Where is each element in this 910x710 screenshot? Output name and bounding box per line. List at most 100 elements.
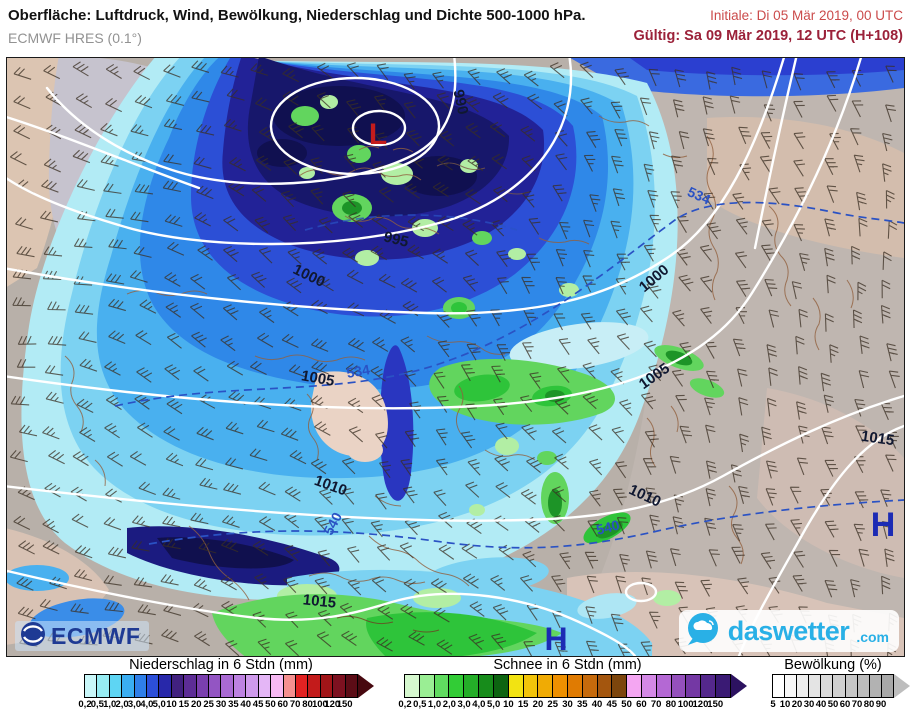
wind-barb bbox=[433, 489, 447, 506]
legend-color-cell bbox=[567, 675, 583, 697]
wind-barb bbox=[346, 62, 360, 79]
wind-barb bbox=[49, 576, 67, 590]
wind-barb bbox=[400, 277, 418, 293]
wind-barb bbox=[41, 179, 59, 193]
wind-barb bbox=[799, 252, 810, 271]
legend-value: 30 bbox=[562, 699, 573, 710]
wind-barb bbox=[436, 395, 449, 413]
wind-barb bbox=[553, 313, 566, 331]
wind-barb bbox=[108, 238, 127, 250]
wind-barb bbox=[700, 307, 713, 324]
wind-barb bbox=[341, 457, 356, 475]
wind-barb bbox=[44, 364, 64, 376]
legend-value: 40 bbox=[815, 699, 827, 710]
wind-barb bbox=[104, 361, 121, 376]
legend-color-cell bbox=[881, 675, 893, 697]
wind-barb bbox=[671, 369, 684, 387]
wind-barb bbox=[190, 512, 209, 525]
wind-barb bbox=[283, 576, 299, 594]
daswetter-logo[interactable]: daswetter .com bbox=[678, 610, 899, 652]
wind-barb bbox=[17, 606, 36, 620]
wind-barb bbox=[491, 153, 507, 170]
wind-barb bbox=[648, 611, 661, 629]
wind-barb bbox=[193, 366, 209, 382]
wind-barb bbox=[70, 603, 89, 614]
wind-barb bbox=[42, 518, 59, 534]
wind-barb bbox=[318, 217, 333, 234]
wind-barb bbox=[460, 364, 475, 382]
wind-barb bbox=[761, 70, 773, 89]
wind-barb bbox=[370, 520, 383, 538]
wind-barb bbox=[199, 477, 218, 490]
wind-barb bbox=[399, 542, 414, 559]
wind-barb bbox=[888, 370, 900, 389]
wind-barb bbox=[738, 485, 750, 504]
legend-value: 4,0 bbox=[472, 699, 486, 710]
wind-barb bbox=[851, 245, 861, 265]
wind-barb bbox=[406, 129, 422, 147]
wind-barb bbox=[286, 277, 303, 294]
valid-time-label: Gültig: Sa 09 Mär 2019, 12 UTC (H+108) bbox=[633, 28, 903, 44]
legend-color-cell bbox=[869, 675, 882, 697]
wind-barb bbox=[372, 336, 389, 352]
wind-barb bbox=[854, 398, 867, 417]
wind-barb bbox=[587, 519, 600, 537]
legend-color-cell bbox=[308, 675, 321, 697]
wind-barb bbox=[793, 550, 806, 568]
wind-barb bbox=[225, 640, 240, 656]
wind-barb bbox=[189, 302, 205, 319]
wind-barb bbox=[347, 337, 365, 353]
wind-barb bbox=[706, 222, 722, 240]
wind-barb bbox=[669, 548, 681, 567]
wind-barb bbox=[464, 96, 481, 113]
wind-barb bbox=[734, 251, 747, 269]
legend-value: 5 bbox=[770, 699, 776, 710]
wind-barb bbox=[580, 312, 596, 330]
wind-barb bbox=[610, 220, 622, 239]
wind-barb bbox=[885, 190, 895, 209]
wind-barb bbox=[793, 224, 805, 242]
wind-barb bbox=[643, 163, 655, 182]
wind-barb bbox=[225, 421, 244, 435]
wind-barb bbox=[74, 545, 93, 559]
legend-color-cell bbox=[320, 675, 334, 697]
legend-value: 30 bbox=[803, 699, 815, 710]
wind-barb bbox=[79, 427, 96, 442]
wind-barb bbox=[583, 249, 595, 268]
wind-barb bbox=[705, 488, 716, 507]
legend-value: 10 bbox=[503, 699, 514, 710]
wind-barb bbox=[826, 185, 838, 203]
wind-barb bbox=[163, 64, 181, 78]
wind-barb bbox=[490, 219, 505, 237]
wind-barb bbox=[793, 132, 806, 150]
wind-barb bbox=[134, 394, 151, 410]
wind-barb bbox=[610, 368, 625, 385]
legend-value: 60 bbox=[839, 699, 851, 710]
legend-value: 0,2 bbox=[78, 699, 92, 710]
wind-barb bbox=[614, 68, 629, 86]
wind-barb bbox=[105, 273, 125, 285]
wind-barb bbox=[824, 158, 838, 176]
legend-color-cell bbox=[258, 675, 272, 697]
wind-barb bbox=[376, 544, 391, 561]
wind-barb bbox=[346, 99, 362, 117]
wind-barb bbox=[311, 338, 329, 352]
wind-barb bbox=[220, 575, 237, 591]
wind-barb bbox=[496, 250, 511, 268]
legend-value: 30 bbox=[215, 699, 227, 710]
wind-barb bbox=[855, 425, 867, 443]
wind-barb bbox=[824, 579, 838, 598]
wind-barb bbox=[221, 538, 239, 553]
wind-barb bbox=[229, 157, 246, 172]
wind-barb bbox=[162, 487, 181, 500]
wind-barb bbox=[162, 180, 181, 193]
legend-color-cell bbox=[716, 675, 730, 697]
legend-value: 150 bbox=[707, 699, 724, 710]
legend-color-cell bbox=[419, 675, 435, 697]
legend-color-cell bbox=[345, 675, 357, 697]
wind-barb bbox=[765, 488, 777, 506]
wind-barb bbox=[528, 217, 541, 235]
wind-barb bbox=[43, 158, 61, 173]
thickness-lines-layer bbox=[114, 201, 904, 549]
